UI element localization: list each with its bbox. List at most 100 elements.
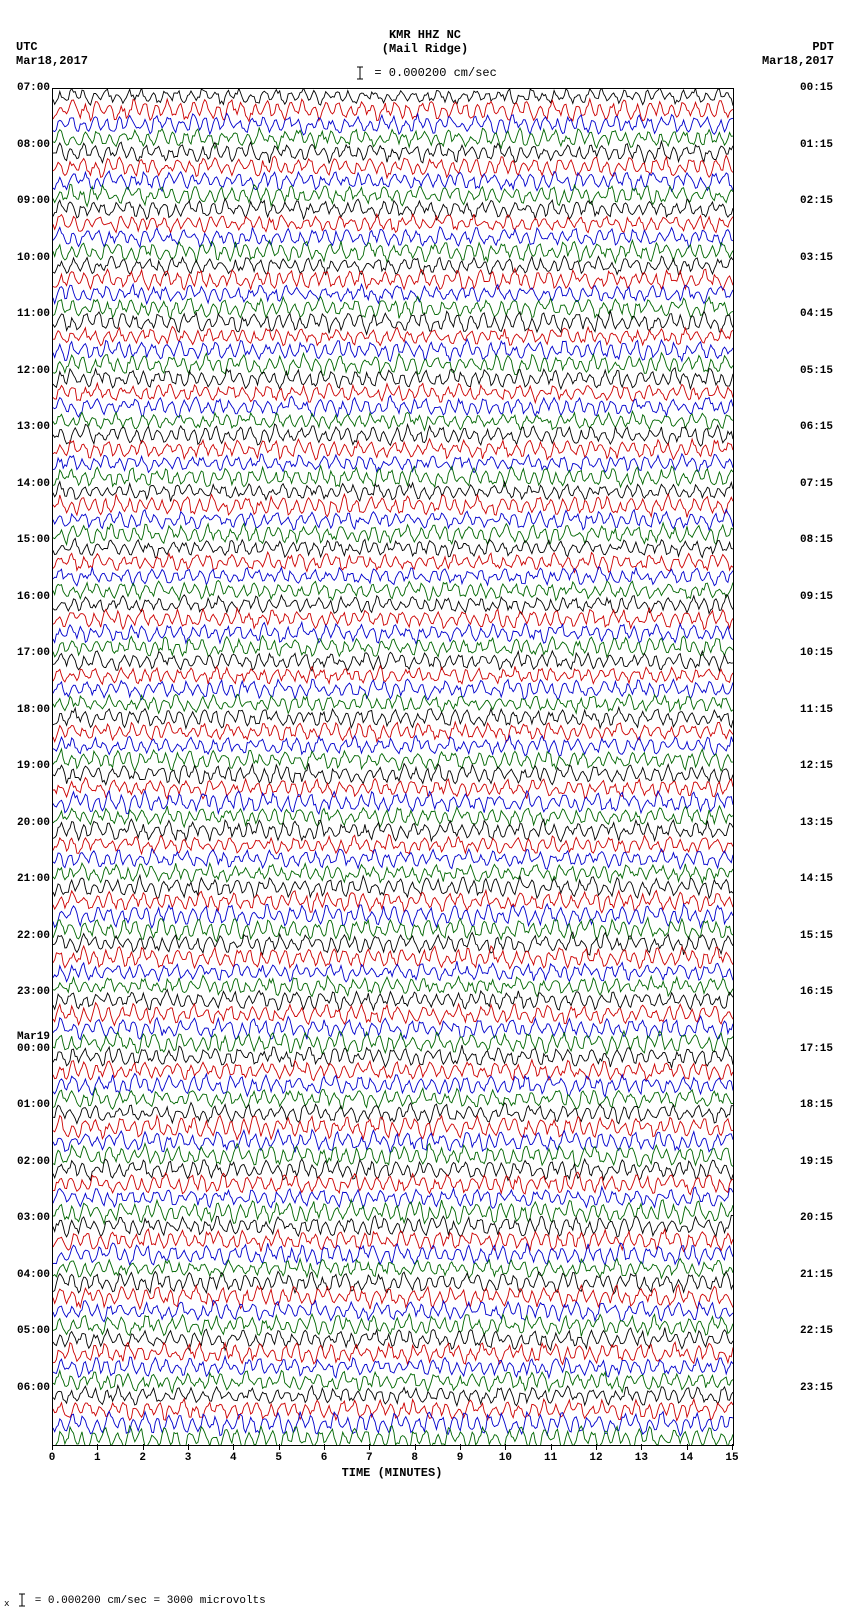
trace-row xyxy=(53,1259,733,1279)
trace-row xyxy=(53,1385,733,1405)
trace-row xyxy=(53,297,733,319)
pdt-hour-label: 02:15 xyxy=(800,195,844,207)
pdt-hour-label: 08:15 xyxy=(800,534,844,546)
trace-row xyxy=(53,89,733,106)
x-tick-label: 4 xyxy=(223,1452,243,1464)
utc-hour-label: 14:00 xyxy=(6,478,50,490)
pdt-hour-label: 14:15 xyxy=(800,873,844,885)
trace-row xyxy=(53,946,733,969)
trace-row xyxy=(53,694,733,714)
trace-row xyxy=(53,353,733,375)
trace-row xyxy=(53,1215,733,1237)
pdt-hour-label: 07:15 xyxy=(800,478,844,490)
pdt-hour-label: 20:15 xyxy=(800,1212,844,1224)
utc-hour-label: 11:00 xyxy=(6,308,50,320)
x-tick-label: 5 xyxy=(269,1452,289,1464)
utc-hour-label: 19:00 xyxy=(6,760,50,772)
trace-row xyxy=(53,666,733,684)
x-tick-label: 9 xyxy=(450,1452,470,1464)
trace-row xyxy=(53,722,733,742)
utc-hour-label: 15:00 xyxy=(6,534,50,546)
trace-row xyxy=(53,1103,733,1124)
utc-hour-label: 06:00 xyxy=(6,1382,50,1394)
trace-row xyxy=(53,707,733,728)
trace-row xyxy=(53,256,733,276)
footer-scale-text: = 0.000200 cm/sec = 3000 microvolts xyxy=(35,1595,266,1607)
trace-row xyxy=(53,1371,733,1393)
utc-hour-label: 02:00 xyxy=(6,1156,50,1168)
trace-row xyxy=(53,199,733,220)
utc-hour-label: 23:00 xyxy=(6,986,50,998)
utc-hour-label: 03:00 xyxy=(6,1212,50,1224)
heli-plot xyxy=(52,88,734,1446)
x-tick-label: 1 xyxy=(87,1452,107,1464)
trace-row xyxy=(53,904,733,928)
utc-hour-label: 09:00 xyxy=(6,195,50,207)
x-axis: TIME (MINUTES) 0123456789101112131415 xyxy=(52,1444,732,1480)
trace-row xyxy=(53,990,733,1011)
pdt-hour-label: 05:15 xyxy=(800,365,844,377)
trace-row xyxy=(53,284,733,304)
trace-row xyxy=(53,538,733,557)
trace-row xyxy=(53,411,733,430)
pdt-hour-label: 21:15 xyxy=(800,1269,844,1281)
trace-row xyxy=(53,383,733,402)
x-tick-label: 15 xyxy=(722,1452,742,1464)
trace-row xyxy=(53,1411,733,1436)
trace-row xyxy=(53,466,733,487)
trace-row xyxy=(53,268,733,290)
utc-hour-label: 08:00 xyxy=(6,139,50,151)
trace-row xyxy=(53,1328,733,1351)
trace-row xyxy=(53,932,733,955)
x-tick-label: 3 xyxy=(178,1452,198,1464)
station-title: KMR HHZ NC xyxy=(0,28,850,42)
x-tick-label: 12 xyxy=(586,1452,606,1464)
x-tick-label: 13 xyxy=(631,1452,651,1464)
x-tick-label: 10 xyxy=(495,1452,515,1464)
x-tick-label: 2 xyxy=(133,1452,153,1464)
trace-row xyxy=(53,454,733,473)
pdt-hour-label: 00:15 xyxy=(800,82,844,94)
utc-hour-label: 05:00 xyxy=(6,1325,50,1337)
trace-row xyxy=(53,1426,733,1445)
utc-hour-label: 10:00 xyxy=(6,252,50,264)
trace-row xyxy=(53,806,733,827)
x-tick-label: 14 xyxy=(677,1452,697,1464)
trace-row xyxy=(53,961,733,982)
x-tick-label: 0 xyxy=(42,1452,62,1464)
trace-row xyxy=(53,141,733,163)
trace-row xyxy=(53,240,733,263)
trace-row xyxy=(53,763,733,784)
date-rollover-label: Mar19 xyxy=(6,1031,50,1043)
trace-row xyxy=(53,595,733,614)
trace-row xyxy=(53,155,733,178)
x-tick-label: 11 xyxy=(541,1452,561,1464)
pdt-hour-label: 06:15 xyxy=(800,421,844,433)
utc-hour-label: 18:00 xyxy=(6,704,50,716)
scale-legend: = 0.000200 cm/sec xyxy=(0,66,850,80)
pdt-hour-label: 09:15 xyxy=(800,591,844,603)
trace-row xyxy=(53,749,733,771)
trace-row xyxy=(53,1243,733,1266)
utc-hour-label: 01:00 xyxy=(6,1099,50,1111)
trace-row xyxy=(53,622,733,643)
pdt-hour-label: 18:15 xyxy=(800,1099,844,1111)
trace-row xyxy=(53,1088,733,1109)
station-subtitle: (Mail Ridge) xyxy=(0,42,850,56)
trace-row xyxy=(53,327,733,346)
trace-row xyxy=(53,1159,733,1180)
trace-row xyxy=(53,608,733,629)
utc-hour-label: 16:00 xyxy=(6,591,50,603)
trace-row xyxy=(53,424,733,446)
utc-label: UTC xyxy=(16,40,38,54)
trace-row xyxy=(53,1060,733,1081)
trace-row xyxy=(53,509,733,530)
pdt-hour-label: 13:15 xyxy=(800,817,844,829)
utc-hour-label: 04:00 xyxy=(6,1269,50,1281)
pdt-hour-label: 03:15 xyxy=(800,252,844,264)
trace-row xyxy=(53,171,733,191)
utc-hour-label: 12:00 xyxy=(6,365,50,377)
pdt-hour-label: 04:15 xyxy=(800,308,844,320)
utc-hour-label: 00:00 xyxy=(6,1043,50,1055)
pdt-hour-label: 15:15 xyxy=(800,930,844,942)
